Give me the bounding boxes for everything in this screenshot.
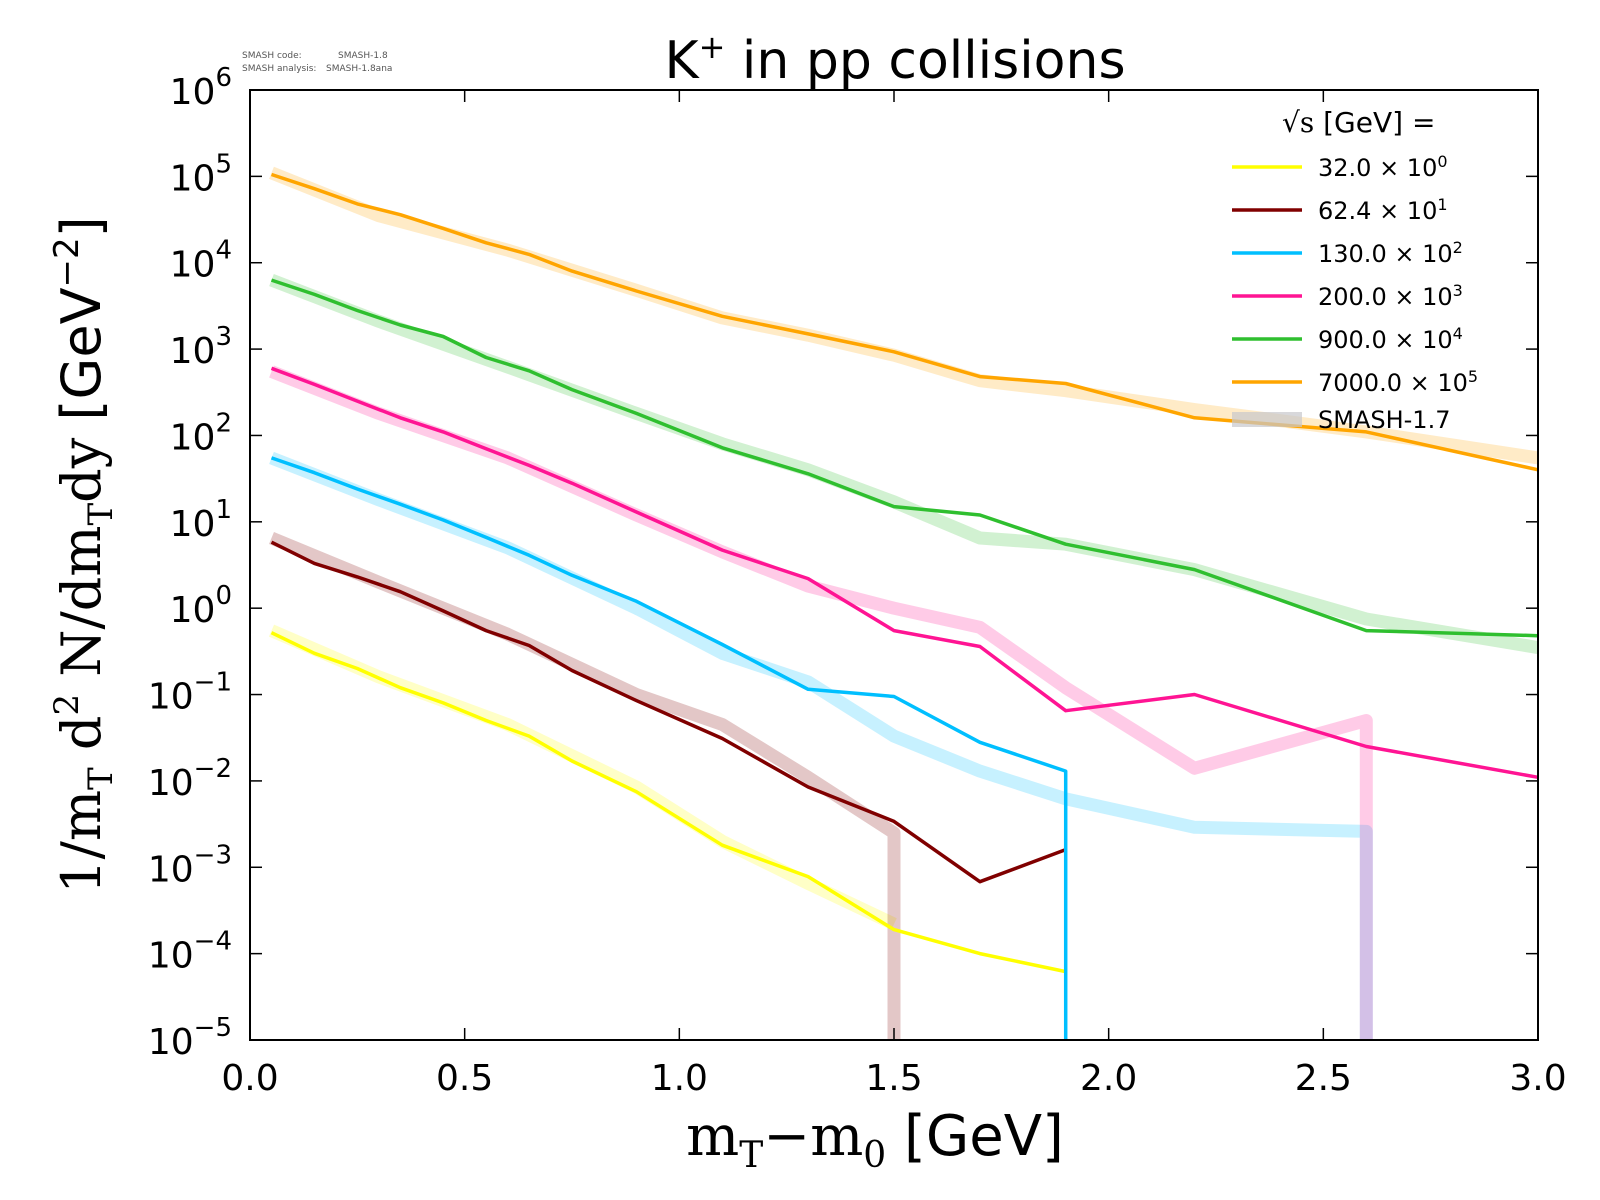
xlabel-s2: 0 <box>863 1135 886 1176</box>
x-tick-label: 0.0 <box>221 1058 278 1099</box>
xlabel-unit: [GeV] <box>886 1104 1064 1169</box>
y-tick-label: 103 <box>170 322 232 372</box>
title-rest: in pp collisions <box>725 31 1125 91</box>
legend-header-sqrt: √s <box>1282 106 1314 139</box>
series-line <box>270 278 1539 638</box>
title-main: K <box>664 31 700 91</box>
chart-title: K+ in pp collisions <box>664 28 1125 91</box>
ylabel-b: T <box>81 767 121 790</box>
meta-code-label: SMASH code: <box>242 51 302 61</box>
x-tick-label: 1.0 <box>651 1058 708 1099</box>
y-tick-label: 106 <box>170 63 232 113</box>
meta-analysis-value: SMASH-1.8ana <box>326 64 392 74</box>
x-axis-label: mT−m0 [GeV] <box>686 1104 1064 1176</box>
legend-entry-label: 130.0 × 102 <box>1318 238 1463 268</box>
ylabel-h: [GeV <box>50 287 113 420</box>
reference-band <box>269 451 1373 1040</box>
ylabel-f: T <box>81 503 121 526</box>
y-axis-label: 1/mT d2 N/dmTdy [GeV−2] <box>47 216 121 893</box>
ylabel-c: d <box>50 716 113 768</box>
legend: √s [GeV] = 32.0 × 100 62.4 × 101 130.0 × 1… <box>1232 106 1478 434</box>
ylabel-j: ] <box>50 216 113 237</box>
legend-entry-label: 200.0 × 103 <box>1318 281 1463 311</box>
reference-band <box>269 531 901 1040</box>
meta-code-value: SMASH-1.8 <box>338 51 388 61</box>
xlabel-op: −m <box>763 1104 863 1169</box>
ylabel-g: dy <box>50 421 113 503</box>
series-line <box>270 540 1067 884</box>
ylabel-a: 1/m <box>50 790 113 894</box>
series-line <box>270 366 1539 780</box>
legend-entry-label: 7000.0 × 105 <box>1318 367 1478 397</box>
meta-analysis-label: SMASH analysis: <box>242 64 316 74</box>
title-sup: + <box>699 28 726 66</box>
y-tick-label: 10−2 <box>148 754 232 804</box>
y-tick-label: 10−4 <box>148 927 232 977</box>
legend-header: √s [GeV] = <box>1282 106 1435 139</box>
x-tick-label: 1.5 <box>865 1058 922 1099</box>
legend-header-text: [GeV] = <box>1314 106 1435 139</box>
xlabel-m1: m <box>686 1104 739 1169</box>
ylabel-d: 2 <box>47 694 87 716</box>
y-tick-label: 10−3 <box>148 840 232 890</box>
y-tick-label: 101 <box>170 495 232 545</box>
y-tick-label: 102 <box>170 408 232 458</box>
y-tick-label: 10−5 <box>148 1013 232 1063</box>
legend-reference-label: SMASH-1.7 <box>1318 406 1450 434</box>
reference-band <box>269 274 1540 655</box>
x-tick-label: 0.5 <box>436 1058 493 1099</box>
y-tick-label: 105 <box>170 149 232 199</box>
plot-frame <box>249 89 1539 1041</box>
y-tick-label: 10−1 <box>148 668 232 718</box>
x-tick-labels: 0.0 0.5 1.0 1.5 2.0 2.5 3.0 <box>221 1058 1566 1099</box>
xlabel-s1: T <box>739 1135 763 1176</box>
series-line <box>270 456 1068 1040</box>
legend-entry-label: 32.0 × 100 <box>1318 152 1448 182</box>
y-tick-labels: 106 105 104 103 102 101 100 10−1 10−2 10−3 10−4 10−… <box>148 63 232 1063</box>
ylabel-e: N/dm <box>50 526 113 694</box>
series-line <box>270 631 1067 974</box>
legend-entry-label: 900.0 × 104 <box>1318 324 1463 354</box>
x-tick-label: 3.0 <box>1509 1058 1566 1099</box>
y-tick-label: 104 <box>170 236 232 286</box>
legend-entry-label: 62.4 × 101 <box>1318 195 1448 225</box>
y-tick-label: 100 <box>170 581 232 631</box>
meta-info: SMASH code: SMASH-1.8 SMASH analysis: SM… <box>242 51 392 74</box>
ylabel-i: −2 <box>47 237 87 287</box>
x-tick-label: 2.5 <box>1295 1058 1352 1099</box>
legend-entries: 32.0 × 100 62.4 × 101 130.0 × 102 200.0 × 1… <box>1232 152 1478 397</box>
series-lines <box>270 172 1539 1040</box>
legend-reference-swatch <box>1232 412 1302 427</box>
x-tick-label: 2.0 <box>1080 1058 1137 1099</box>
series-line <box>270 172 1539 472</box>
